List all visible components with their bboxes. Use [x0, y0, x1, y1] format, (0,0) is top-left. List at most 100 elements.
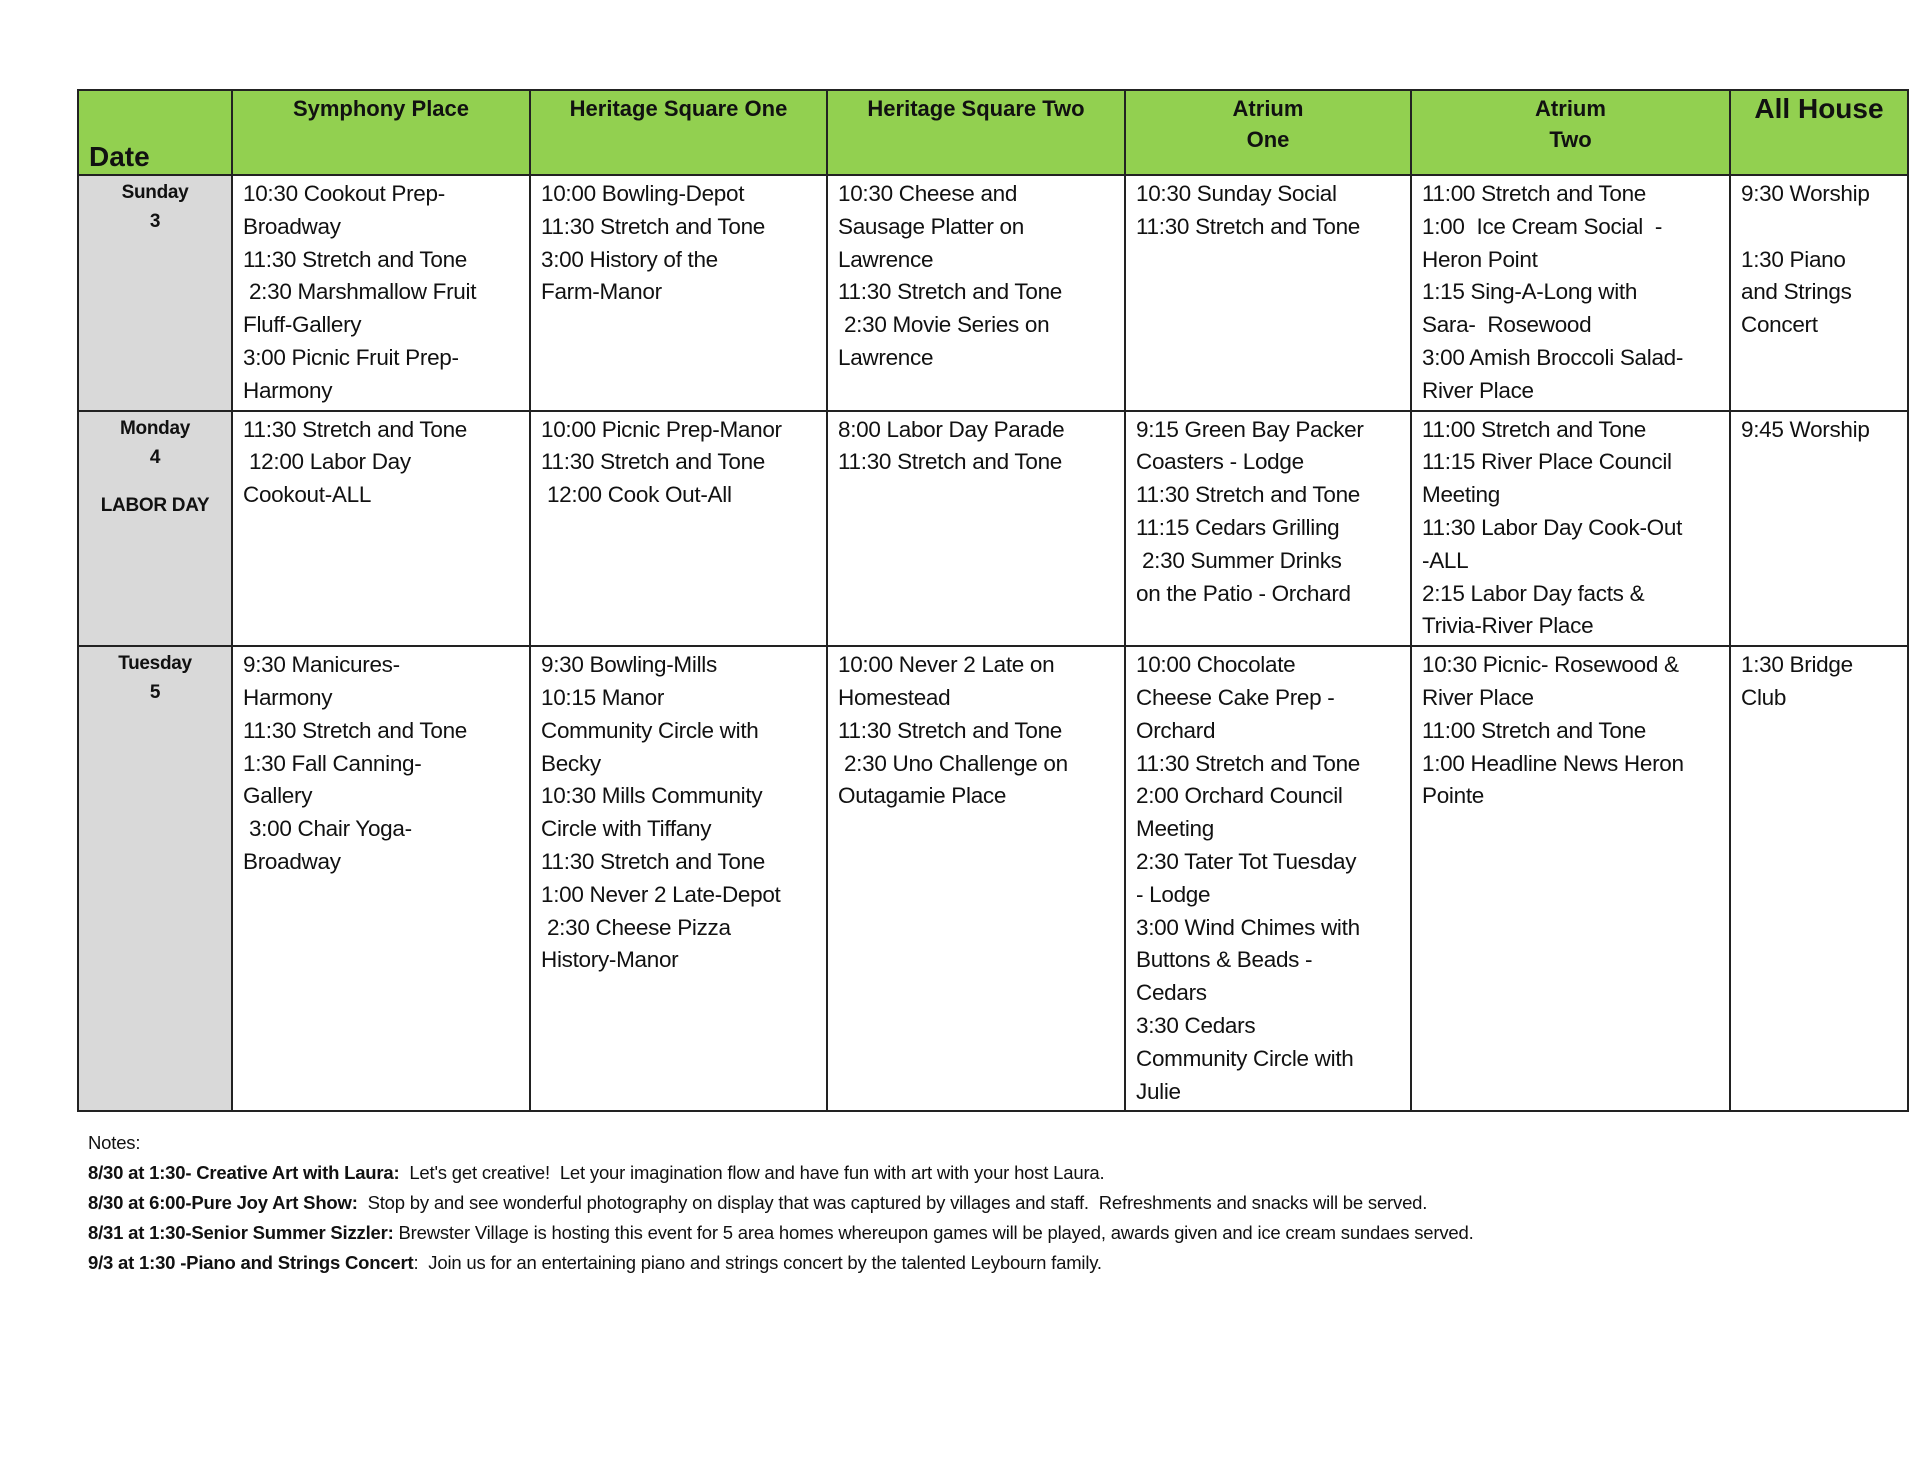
activity-line: 11:30 Stretch and Tone [1136, 750, 1360, 776]
note-item: 8/30 at 1:30- Creative Art with Laura: L… [88, 1158, 1474, 1188]
activity-cell: 10:30 Cookout Prep- Broadway 11:30 Stretch… [231, 174, 531, 412]
activity-line: Lawrence [838, 344, 934, 370]
activity-line: Harmony [243, 684, 333, 710]
activity-line: History-Manor [541, 947, 679, 973]
activity-cell: 8:00 Labor Day Parade 11:30 Stretch and T… [826, 409, 1126, 648]
activity-cell: 9:30 Bowling-Mills 10:15 Manor Community C… [529, 645, 828, 1113]
activity-line: 11:30 Stretch and Tone [243, 246, 467, 272]
activity-line: 11:30 Stretch and Tone [838, 717, 1062, 743]
activity-line: 3:30 Cedars [1136, 1012, 1256, 1038]
activity-cell: 11:00 Stretch and Tone 1:00 Ice Cream Soc… [1410, 174, 1731, 412]
activity-line: 2:15 Labor Day facts & [1422, 580, 1645, 606]
activity-line: 11:30 Stretch and Tone [838, 279, 1062, 305]
day-row: Monday 4 LABOR DAY 11:30 Stretch and Tone 1… [77, 409, 1909, 648]
activity-line: 10:30 Sunday Social [1136, 181, 1337, 206]
header-atrium-one: Atrium One [1124, 89, 1412, 176]
activity-line: 2:30 Uno Challenge on [838, 750, 1068, 776]
activity-line: 2:00 Orchard Council [1136, 783, 1343, 809]
activity-line: Homestead [838, 684, 951, 710]
activity-line: River Place [1422, 684, 1534, 710]
activity-line: Club [1741, 684, 1787, 710]
activity-line: 10:15 Manor [541, 684, 665, 710]
activity-cell: 9:30 Manicures- Harmony 11:30 Stretch and … [231, 645, 531, 1113]
activity-line: Meeting [1422, 482, 1500, 508]
activity-line: 1:30 Fall Canning- [243, 750, 422, 776]
activity-line: 1:00 Headline News Heron [1422, 750, 1684, 776]
header-date: Date [77, 89, 233, 176]
day-name: Tuesday [118, 653, 192, 675]
activity-line: 11:30 Stretch and Tone [243, 416, 467, 442]
activity-line: 2:30 Tater Tot Tuesday [1136, 848, 1357, 874]
activity-line: Broadway [243, 848, 341, 874]
activity-line: 3:00 Chair Yoga- [243, 816, 412, 842]
day-name: Monday [120, 417, 190, 439]
activity-line: Cedars [1136, 980, 1207, 1006]
activity-line: 11:30 Stretch and Tone [243, 717, 467, 743]
day-number: 5 [149, 682, 161, 704]
activity-line: 3:00 Picnic Fruit Prep- [243, 344, 459, 370]
activity-line: - Lodge [1136, 881, 1211, 907]
activity-line: 8:00 Labor Day Parade [838, 416, 1065, 442]
activity-line: 2:30 Marshmallow Fruit [243, 279, 477, 305]
activity-line: 11:30 Stretch and Tone [541, 213, 765, 239]
activity-line: Pointe [1422, 783, 1484, 809]
activity-line: 11:00 Stretch and Tone [1422, 181, 1646, 206]
activity-line: Cheese Cake Prep - [1136, 684, 1335, 710]
activity-cell: 9:45 Worship [1729, 409, 1909, 648]
activity-cell: 9:30 Worship 1:30 Piano and Strings Concert [1729, 174, 1909, 412]
activity-line: Concert [1741, 312, 1818, 338]
day-number: 3 [149, 211, 161, 232]
activity-line: Fluff-Gallery [243, 312, 362, 338]
activity-line: 9:45 Worship [1741, 416, 1870, 442]
note-item: 8/30 at 6:00-Pure Joy Art Show: Stop by … [88, 1188, 1474, 1218]
activity-cell: 10:30 Cheese and Sausage Platter on Lawren… [826, 174, 1126, 412]
day-row: Tuesday 5 9:30 Manicures- Harmony 11:30 Stre… [77, 645, 1909, 1113]
activity-line: on the Patio - Orchard [1136, 580, 1351, 606]
activity-cell: 10:30 Picnic- Rosewood & River Place 11:00… [1410, 645, 1731, 1113]
activity-line: 11:30 Stretch and Tone [541, 848, 765, 874]
day-note: LABOR DAY [100, 494, 210, 516]
activity-cell: 10:00 Chocolate Cheese Cake Prep - Orchard… [1124, 645, 1412, 1113]
activity-line: 10:00 Picnic Prep-Manor [541, 416, 782, 442]
activity-line: 10:30 Cheese and [838, 181, 1018, 206]
activity-line [1741, 211, 1897, 244]
activity-line: 11:30 Stretch and Tone [1136, 213, 1360, 239]
activity-cell: 11:00 Stretch and Tone 11:15 River Place … [1410, 409, 1731, 648]
note-heading: 8/30 at 1:30- Creative Art with Laura: [88, 1162, 400, 1183]
activity-line: Cookout-ALL [243, 482, 372, 508]
activity-line: 10:30 Cookout Prep- [243, 181, 445, 206]
notes-title: Notes: [88, 1132, 141, 1153]
activity-cell: 11:30 Stretch and Tone 12:00 Labor Day Co… [231, 409, 531, 648]
note-item: 8/31 at 1:30-Senior Summer Sizzler: Brew… [88, 1218, 1474, 1248]
activity-line: 3:00 Wind Chimes with [1136, 914, 1360, 940]
activity-line: and Strings [1741, 279, 1852, 305]
header-symphony-place: Symphony Place [231, 89, 531, 176]
header-heritage-square-one: Heritage Square One [529, 89, 828, 176]
activity-calendar-table: Date Symphony Place Heritage Square One … [77, 89, 1909, 1113]
activity-line: 10:00 Never 2 Late on [838, 652, 1055, 678]
activity-line: Buttons & Beads - [1136, 947, 1313, 973]
activity-line: River Place [1422, 377, 1534, 403]
day-name: Sunday [121, 182, 189, 203]
notes-section: Notes: 8/30 at 1:30- Creative Art with L… [88, 1128, 1474, 1278]
activity-line: -ALL [1422, 547, 1469, 573]
activity-line: Broadway [243, 213, 341, 239]
activity-line: Orchard [1136, 717, 1216, 743]
activity-line: Community Circle with [1136, 1045, 1354, 1071]
activity-line: 1:00 Ice Cream Social - [1422, 213, 1663, 239]
activity-line: 10:00 Bowling-Depot [541, 181, 745, 206]
activity-line: Heron Point [1422, 246, 1538, 272]
activity-line: 11:15 River Place Council [1422, 449, 1672, 475]
activity-line: 1:30 Bridge [1741, 652, 1853, 678]
activity-line: 9:30 Worship [1741, 181, 1870, 206]
date-cell: Sunday 3 [77, 174, 233, 412]
activity-line: Circle with Tiffany [541, 816, 712, 842]
activity-line: 1:15 Sing-A-Long with [1422, 279, 1638, 305]
note-text: Brewster Village is hosting this event f… [393, 1222, 1474, 1243]
note-item: 9/3 at 1:30 -Piano and Strings Concert: … [88, 1248, 1474, 1278]
note-heading: 8/31 at 1:30-Senior Summer Sizzler: [88, 1222, 394, 1243]
activity-line: Coasters - Lodge [1136, 449, 1304, 475]
header-atrium-two: Atrium Two [1410, 89, 1731, 176]
activity-line: 10:30 Mills Community [541, 783, 763, 809]
day-number: 4 [149, 446, 161, 468]
